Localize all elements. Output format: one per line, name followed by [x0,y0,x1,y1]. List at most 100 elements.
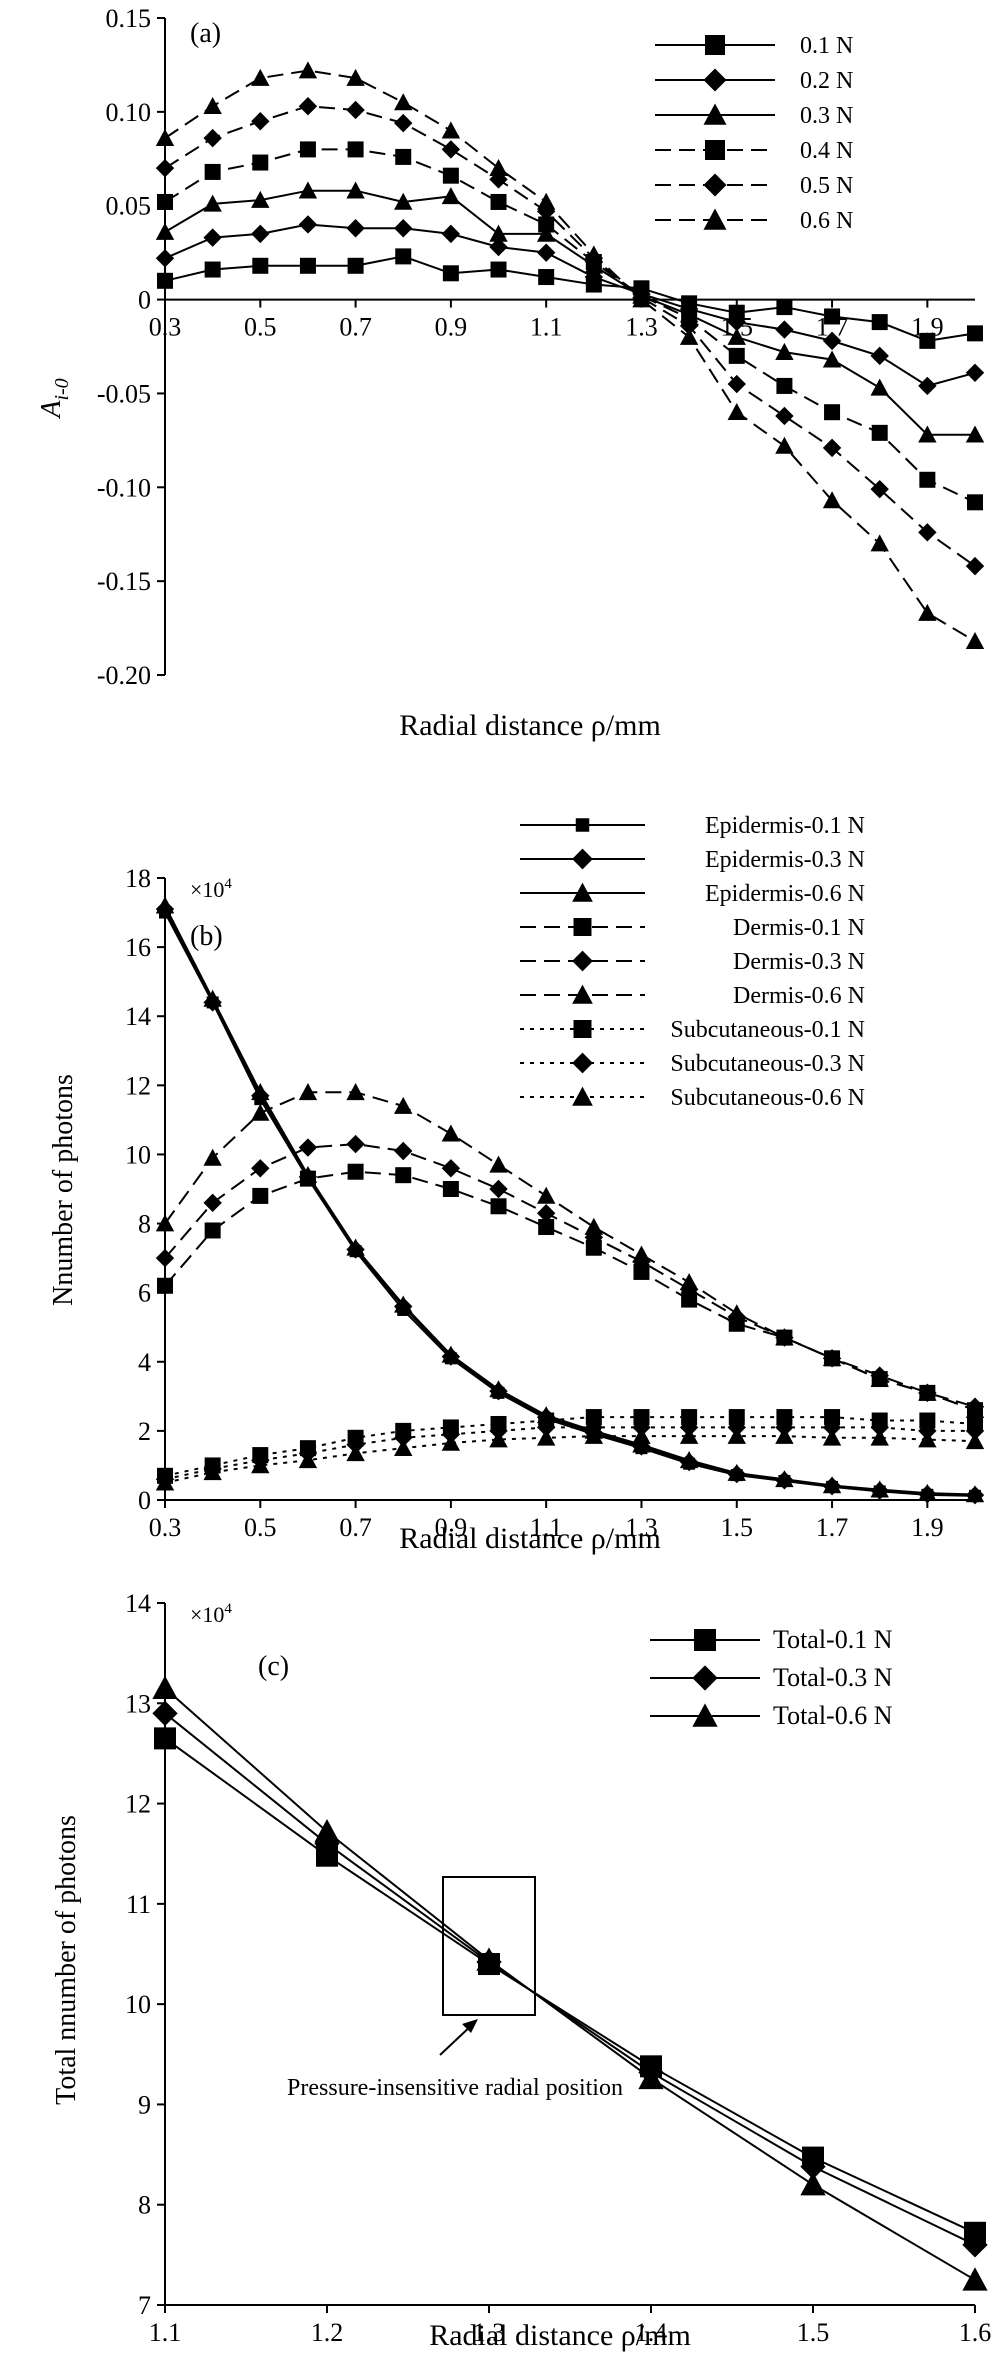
legend-item: Total-0.3 N [650,1663,893,1692]
y-tick-label: 9 [138,2090,151,2119]
x-tick-label: 0.5 [244,1513,277,1542]
data-point [442,265,459,282]
data-point [775,1426,794,1444]
data-point [203,1193,222,1213]
y-tick-label: 12 [125,1071,151,1100]
data-point [870,1428,889,1446]
series-line [164,1737,976,2234]
data-point [871,314,888,331]
data-point [822,1418,842,1437]
y-tick-label: 6 [138,1279,151,1308]
data-point [870,346,889,366]
data-point [441,1345,461,1363]
x-tick-label: 1.1 [530,313,563,342]
legend-label: 0.2 N [800,68,853,94]
legend-item: Dermis-0.1 N [520,915,865,941]
annotation-text: Pressure-insensitive radial position [287,2075,623,2101]
data-point [919,332,936,349]
data-point [394,192,413,210]
data-point [476,1947,502,1971]
x-tick-label: 0.3 [149,313,182,342]
panel-label: (c) [258,1651,289,1682]
data-point [442,167,459,184]
data-point [441,121,461,139]
data-point [918,1430,937,1448]
data-point [965,1421,985,1441]
data-point [585,1409,602,1426]
legend-item: Subcutaneous-0.6 N [520,1085,865,1111]
data-point [870,1369,889,1387]
legend-label: Dermis-0.3 N [733,949,865,975]
legend-item: 0.3 N [655,103,853,129]
legend-marker [572,1052,593,1074]
legend-marker [692,1665,718,1691]
data-point [394,113,413,133]
data-point [775,436,794,454]
x-axis-label: Radial distance ρ/mm [399,709,661,742]
data-point [299,1170,316,1187]
data-point [441,187,461,205]
data-point [727,327,746,345]
y-axis-label: Nnumber of photons [48,1074,79,1306]
series-group [155,896,985,1505]
y-axis-label: Total nnumber of photons [51,1815,82,2105]
y-tick-label: 14 [125,1002,151,1031]
data-point [251,224,270,244]
data-point [203,228,222,247]
data-point [638,2065,664,2090]
data-point [728,347,745,364]
legend-label: Subcutaneous-0.1 N [670,1017,865,1043]
data-point [919,1412,936,1429]
data-point [536,202,556,221]
y-tick-label: 0.10 [106,98,152,127]
data-point [965,1432,985,1450]
x-tick-label: 1.2 [311,2318,344,2347]
y-tick-label: 18 [125,864,151,893]
legend-item: Dermis-0.3 N [520,949,865,975]
data-point [727,1426,746,1444]
x-tick-label: 1.5 [721,1513,754,1542]
data-point [918,523,937,542]
data-point [157,272,173,289]
data-point [203,128,222,148]
series-0-5-n [155,97,985,576]
legend-label: 0.4 N [800,138,853,164]
data-point [822,331,842,351]
data-point [203,97,222,115]
data-point [155,1473,175,1491]
data-point [679,1451,699,1469]
series-group [152,1675,988,2291]
series-dermis-0-1-n [157,1163,983,1419]
data-point [967,494,983,511]
legend-marker [703,208,727,230]
data-point [727,1463,746,1481]
data-point [775,1470,794,1488]
legend-label: Total-0.6 N [773,1701,893,1730]
data-point [822,1476,842,1494]
data-point [298,181,318,199]
x-tick-label: 0.7 [339,313,372,342]
legend-item: Dermis-0.6 N [520,983,865,1009]
y-tick-label: 14 [125,1589,151,1618]
panel-label: (a) [190,18,221,49]
data-point [251,1083,270,1101]
legend-marker [573,918,592,936]
data-point [965,1400,985,1418]
data-point [489,1380,508,1398]
data-point [536,192,556,210]
data-point [298,1451,318,1469]
y-tick-label: 0 [138,286,151,315]
data-point [870,1480,889,1498]
multiplier-label: ×104 [190,876,232,902]
data-point [536,1418,556,1437]
data-point [441,224,461,244]
data-point [727,1304,746,1322]
series-line [164,1170,976,1412]
data-point [870,479,889,499]
data-point [965,425,985,443]
data-point [489,1179,508,1199]
legend-marker [572,882,593,902]
data-point [346,1083,365,1101]
legend-label: Total-0.3 N [773,1663,893,1692]
panel-label: (b) [190,921,223,952]
